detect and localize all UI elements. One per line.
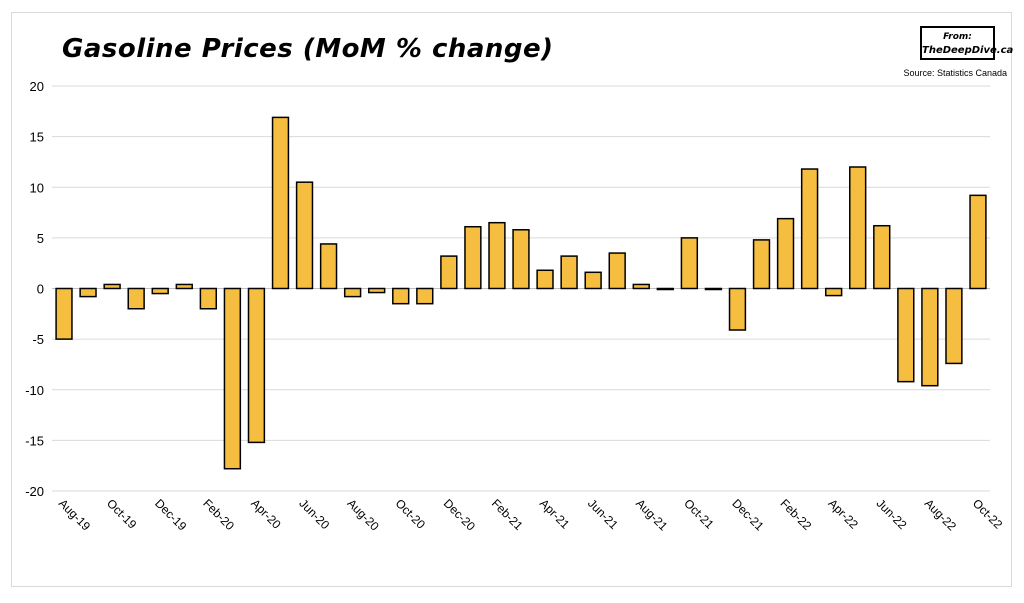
- bar-Oct-20: [392, 287, 410, 305]
- chart-frame: [11, 12, 1012, 587]
- x-tick-label: Dec-19: [152, 496, 189, 533]
- y-tick-label: 5: [37, 231, 44, 246]
- bar-Sep-21: [656, 287, 674, 291]
- bar-Feb-22: [776, 217, 795, 290]
- x-tick-label: Feb-21: [489, 496, 526, 533]
- bar-May-21: [560, 255, 578, 290]
- y-tick-label: -15: [25, 433, 44, 448]
- bar-Oct-21: [680, 237, 699, 290]
- bar-Jan-21: [464, 225, 482, 290]
- x-tick-label: Jun-22: [874, 496, 910, 532]
- bar-Mar-20: [223, 287, 242, 470]
- bar-May-20: [271, 116, 290, 290]
- y-tick-label: 15: [30, 130, 44, 145]
- x-tick-label: Apr-21: [537, 496, 573, 532]
- bar-Aug-19: [55, 287, 73, 340]
- logo-line-2: TheDeepDive.ca: [922, 45, 1014, 56]
- bar-Dec-19: [151, 287, 169, 295]
- x-tick-label: Jun-21: [585, 496, 621, 532]
- bar-Feb-21: [488, 221, 506, 290]
- bar-Oct-22: [969, 194, 987, 290]
- x-tick-label: Oct-20: [393, 496, 429, 532]
- bar-Jun-21: [584, 271, 602, 290]
- bar-Feb-20: [199, 287, 218, 310]
- bar-Sep-19: [79, 287, 97, 298]
- bar-Jul-22: [897, 287, 915, 383]
- x-tick-label: Dec-21: [729, 496, 766, 533]
- logo-line-1: From:: [943, 32, 972, 42]
- x-tick-label: Apr-22: [826, 496, 862, 532]
- bar-Jul-21: [608, 252, 626, 290]
- bar-Mar-21: [512, 229, 530, 290]
- x-tick-label: Apr-20: [248, 496, 284, 532]
- bar-Dec-21: [728, 287, 747, 331]
- bar-Apr-20: [247, 287, 266, 444]
- bar-May-22: [849, 166, 867, 290]
- x-tick-label: Oct-21: [681, 496, 717, 532]
- bar-Sep-22: [945, 287, 963, 365]
- x-tick-label: Oct-22: [970, 496, 1006, 532]
- bar-Jul-20: [319, 243, 338, 290]
- x-tick-label: Oct-19: [104, 496, 140, 532]
- bar-Jan-20: [175, 283, 193, 290]
- bar-Jun-22: [873, 224, 891, 290]
- bar-Apr-21: [536, 269, 554, 290]
- bar-Jan-22: [752, 239, 771, 290]
- x-tick-label: Aug-20: [345, 496, 382, 533]
- x-axis-ticks: Aug-19 Oct-19 Dec-19 Feb-20 Apr-20 Jun-20 Aug-…: [56, 496, 1006, 533]
- y-tick-label: 20: [30, 79, 44, 94]
- y-tick-label: 10: [30, 180, 44, 195]
- bar-Nov-21: [704, 287, 723, 291]
- logo: From: TheDeepDive.ca: [920, 26, 1014, 60]
- y-tick-label: 0: [37, 282, 44, 297]
- x-tick-label: Aug-19: [56, 496, 93, 533]
- bar-Aug-22: [921, 287, 939, 387]
- y-tick-label: -5: [32, 332, 44, 347]
- bars: [55, 116, 987, 470]
- x-tick-label: Aug-21: [633, 496, 670, 533]
- bar-Jun-20: [295, 181, 314, 290]
- y-tick-label: -20: [25, 484, 44, 499]
- bar-Dec-20: [440, 255, 458, 290]
- x-tick-label: Feb-22: [777, 496, 814, 533]
- bar-Mar-22: [800, 168, 819, 290]
- bar-Oct-19: [103, 283, 121, 290]
- source-note: Source: Statistics Canada: [903, 68, 1007, 78]
- y-axis-ticks: 20 15 10 5 0 -5 -10 -15 -20: [25, 79, 44, 499]
- bar-Apr-22: [824, 287, 843, 297]
- x-tick-label: Jun-20: [296, 496, 332, 532]
- bar-Nov-19: [127, 287, 145, 310]
- bar-Nov-20: [416, 287, 434, 305]
- x-tick-label: Dec-20: [441, 496, 478, 533]
- x-tick-label: Feb-20: [200, 496, 237, 533]
- bar-Sep-20: [368, 287, 386, 294]
- x-tick-label: Aug-22: [922, 496, 959, 533]
- bar-Aug-21: [632, 283, 650, 290]
- chart-title: Gasoline Prices (MoM % change): [62, 34, 554, 64]
- y-tick-label: -10: [25, 383, 44, 398]
- bar-Aug-20: [343, 287, 362, 298]
